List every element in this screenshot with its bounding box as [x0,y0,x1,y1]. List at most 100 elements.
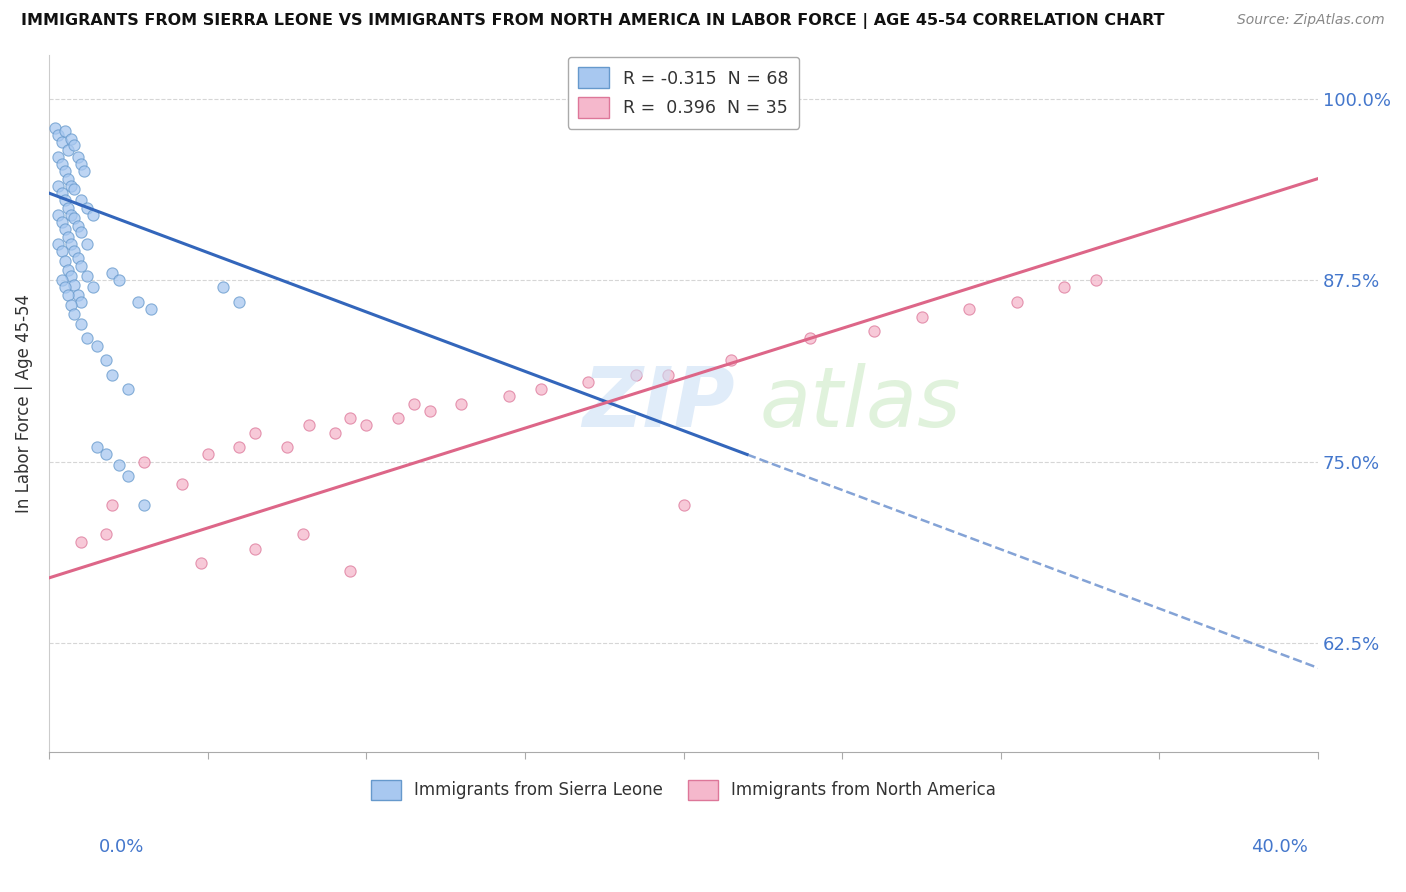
Point [799,331,821,345]
Point [56,171,79,186]
Point [94,353,117,368]
Point [863,324,886,338]
Point [73,164,96,178]
Point [228,295,250,310]
Text: ZIP: ZIP [582,363,735,444]
Point [1005,295,1028,310]
Point [48,150,70,164]
Point [117,382,139,396]
Point [66,219,89,234]
Point [1053,280,1076,294]
Text: 0.0%: 0.0% [98,838,143,856]
Point [63,244,86,259]
Point [69,317,91,331]
Point [66,287,89,301]
Point [101,498,124,512]
Point [356,418,378,433]
Point [245,425,267,440]
Point [94,527,117,541]
Text: Source: ZipAtlas.com: Source: ZipAtlas.com [1237,13,1385,28]
Point [69,157,91,171]
Point [60,268,83,283]
Point [76,201,98,215]
Point [69,259,91,273]
Point [60,178,83,193]
Point [498,389,520,403]
Point [323,425,346,440]
Point [63,307,86,321]
Point [117,469,139,483]
Point [419,404,441,418]
Point [339,411,361,425]
Point [1085,273,1108,287]
Point [56,263,79,277]
Point [53,254,76,268]
Point [69,295,91,310]
Point [576,375,599,389]
Point [51,273,73,287]
Point [66,150,89,164]
Point [60,208,83,222]
Point [245,541,267,556]
Point [127,295,149,310]
Point [94,447,117,461]
Point [56,287,79,301]
Point [291,527,314,541]
Point [56,201,79,215]
Point [134,498,156,512]
Point [86,440,108,454]
Point [910,310,932,324]
Point [51,244,73,259]
Point [60,132,83,146]
Legend: Immigrants from Sierra Leone, Immigrants from North America: Immigrants from Sierra Leone, Immigrants… [364,772,1002,806]
Point [56,143,79,157]
Point [139,302,162,317]
Point [957,302,980,317]
Point [48,178,70,193]
Point [298,418,321,433]
Point [530,382,553,396]
Point [53,164,76,178]
Point [387,411,409,425]
Point [69,194,91,208]
Point [402,397,425,411]
Point [101,368,124,382]
Text: atlas: atlas [759,363,962,444]
Point [56,229,79,244]
Point [63,138,86,153]
Point [76,236,98,251]
Point [76,268,98,283]
Point [101,266,124,280]
Text: 40.0%: 40.0% [1251,838,1308,856]
Point [624,368,647,382]
Point [450,397,472,411]
Point [339,564,361,578]
Point [276,440,298,454]
Point [212,280,235,294]
Point [69,534,91,549]
Point [76,331,98,345]
Point [51,215,73,229]
Point [51,186,73,200]
Point [657,368,679,382]
Point [82,280,104,294]
Point [107,273,129,287]
Point [107,458,129,472]
Point [51,157,73,171]
Point [53,123,76,137]
Point [48,236,70,251]
Point [228,440,250,454]
Point [53,280,76,294]
Point [60,298,83,312]
Y-axis label: In Labor Force | Age 45-54: In Labor Force | Age 45-54 [15,294,32,513]
Point [51,135,73,149]
Point [44,120,66,135]
Point [48,128,70,142]
Point [720,353,742,368]
Point [69,225,91,239]
Point [66,252,89,266]
Point [197,447,219,461]
Point [63,211,86,225]
Point [63,277,86,292]
Point [63,182,86,196]
